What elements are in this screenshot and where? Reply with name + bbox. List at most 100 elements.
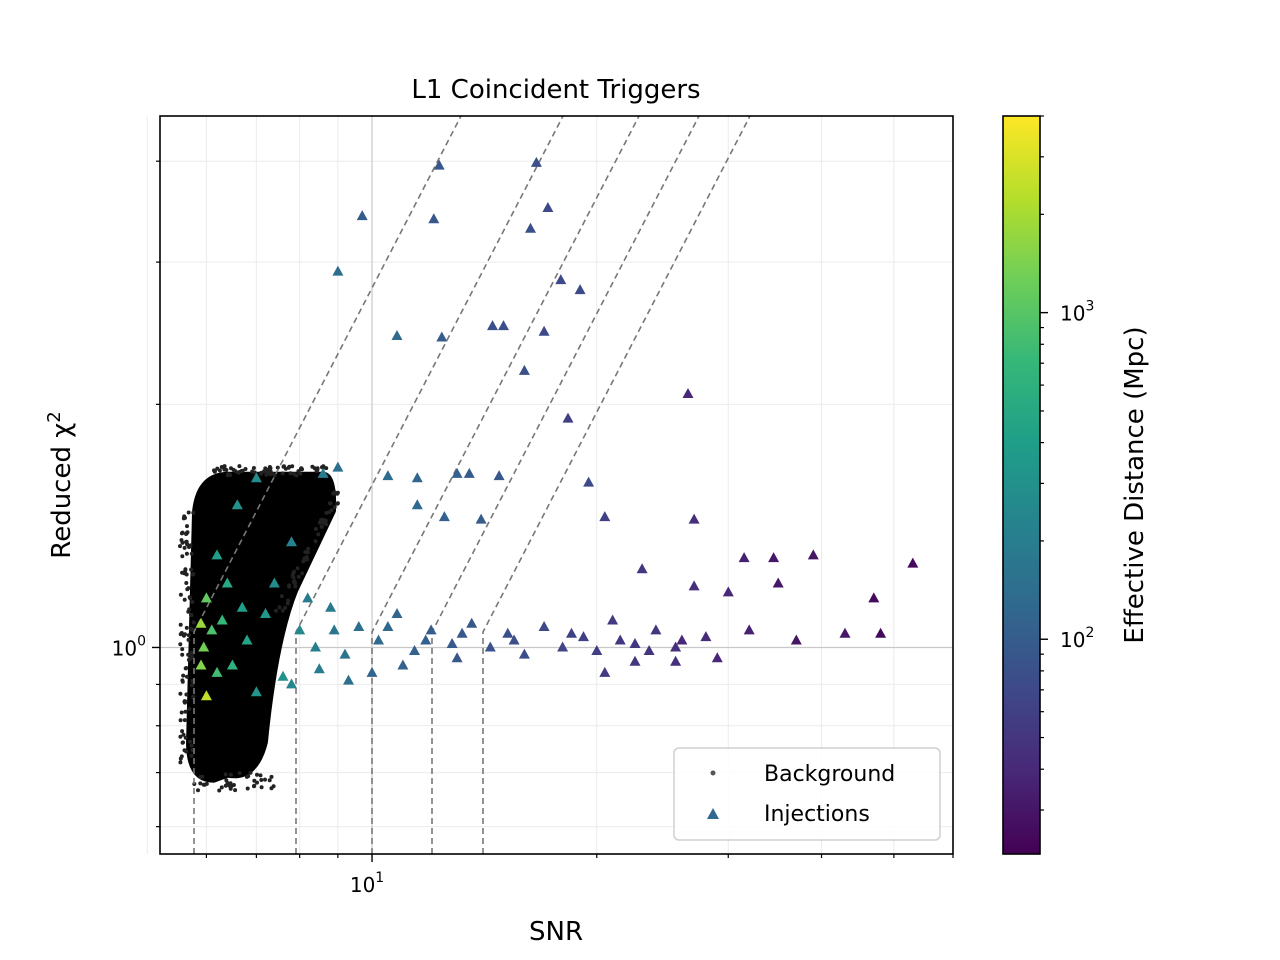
injection-point (574, 284, 586, 295)
injection-point (670, 655, 682, 666)
injection-point (562, 412, 574, 423)
injection-point (463, 467, 475, 478)
background-point (178, 760, 183, 765)
background-point (183, 568, 188, 573)
background-point (280, 471, 285, 476)
injection-point (614, 634, 626, 645)
legend-box (673, 747, 941, 841)
background-point (185, 674, 189, 679)
background-point (293, 581, 297, 586)
injection-point (241, 634, 253, 645)
background-point (189, 567, 194, 572)
background-point (255, 772, 259, 777)
injection-point (343, 674, 354, 685)
injection-point (310, 641, 321, 652)
injection-point (317, 467, 329, 478)
background-point (335, 491, 340, 496)
guide-line (193, 116, 462, 854)
background-point (267, 778, 272, 783)
background-point (184, 532, 189, 536)
injection-point (508, 634, 520, 645)
injection-point (629, 655, 641, 666)
background-point (251, 466, 256, 470)
background-point (179, 710, 184, 715)
injection-point (566, 627, 577, 638)
injection-point (339, 648, 351, 659)
background-point (189, 753, 194, 758)
background-point (219, 785, 224, 790)
background-point (184, 692, 189, 697)
background-point (321, 465, 326, 470)
injection-point (700, 631, 712, 642)
background-point (324, 522, 329, 527)
injection-point (356, 210, 368, 221)
background-point (178, 642, 183, 647)
background-point (233, 788, 238, 793)
background-point (224, 778, 229, 783)
injection-point (599, 511, 611, 522)
background-point (178, 734, 183, 739)
plot-area (178, 116, 919, 854)
background-point (198, 781, 203, 786)
injection-point (211, 549, 223, 560)
legend-injections-marker (707, 808, 719, 819)
background-point (187, 595, 192, 600)
colorbar-gradient (1002, 115, 1041, 855)
guide-line (431, 116, 700, 854)
colorbar-ticks: 102 103 (1040, 115, 1094, 811)
injection-point (629, 638, 641, 648)
background-point (181, 516, 186, 521)
background-point (185, 524, 189, 529)
injection-point (743, 624, 755, 635)
injection-point (555, 274, 567, 285)
grid (146, 116, 953, 854)
background-point (179, 754, 184, 759)
background-point (186, 652, 191, 657)
background-point (191, 510, 196, 515)
injection-point (538, 621, 550, 631)
injection-point (391, 608, 403, 618)
injection-point (688, 580, 700, 591)
injection-point (195, 617, 207, 628)
background-point (292, 569, 297, 574)
background-point (313, 527, 318, 531)
background-point (184, 581, 189, 585)
background-point (191, 620, 196, 625)
background-point (248, 770, 253, 775)
background-point (259, 778, 264, 782)
background-point (252, 778, 257, 783)
injection-point (446, 638, 458, 648)
background-density (186, 471, 337, 783)
injection-point (411, 472, 423, 483)
background-point (299, 466, 304, 471)
background-point (223, 772, 228, 777)
background-point (288, 471, 293, 476)
background-point (182, 718, 187, 723)
background-point (182, 748, 187, 753)
background-point (296, 574, 301, 579)
background-point (228, 473, 233, 477)
injection-point (382, 470, 394, 481)
injection-point (236, 601, 248, 612)
background-point (200, 774, 205, 779)
background-point (190, 600, 195, 604)
injection-point (216, 614, 228, 625)
background-point (263, 777, 267, 782)
background-point (186, 637, 191, 642)
injection-point (286, 536, 297, 547)
injection-point (502, 627, 514, 638)
injection-point (391, 330, 403, 340)
injection-point (670, 641, 682, 652)
injection-point (722, 586, 734, 597)
background-point (290, 464, 295, 469)
background-point (246, 774, 251, 779)
background-point (295, 566, 300, 571)
injection-point (286, 678, 297, 689)
background-point (178, 718, 183, 723)
injection-point (366, 666, 378, 677)
injection-point (484, 641, 496, 652)
plot-frame (159, 115, 954, 855)
injection-point (409, 645, 420, 655)
injection-point (607, 614, 619, 625)
background-point (313, 539, 318, 544)
